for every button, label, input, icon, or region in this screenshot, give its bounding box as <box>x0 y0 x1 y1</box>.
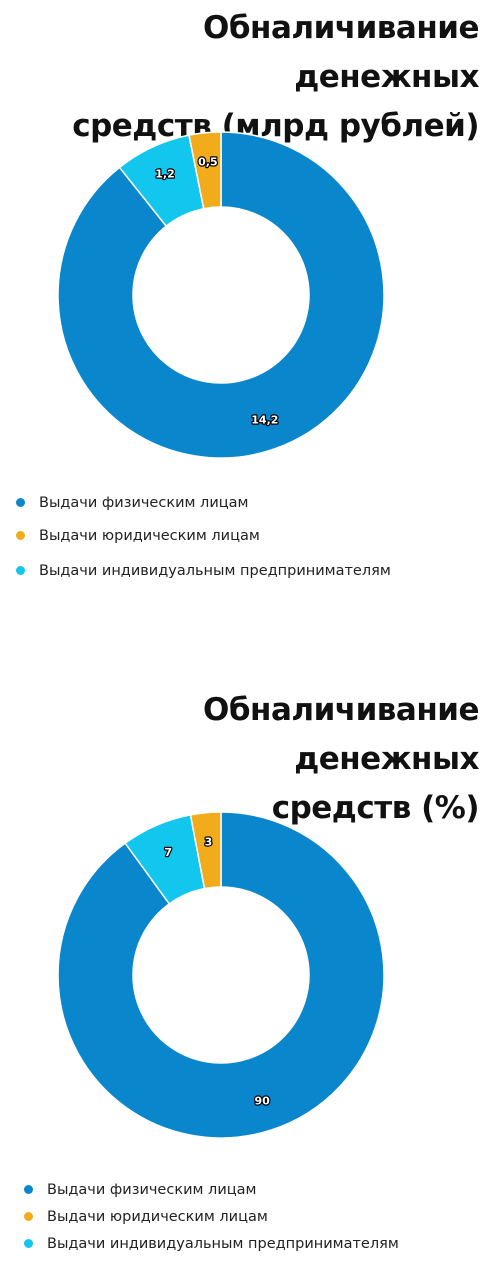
chart-title-money: Обналичивание денежных средств (млрд руб… <box>9 4 479 151</box>
legend-item-physical: Выдачи физическим лицам <box>16 486 391 519</box>
legend-item-legal: Выдачи юридическим лицам <box>16 519 391 552</box>
chart-title-line: Обналичивание денежных <box>203 692 479 777</box>
slice-legal <box>188 131 222 210</box>
slice-label-legal: 0,5 <box>198 156 218 169</box>
legend-item-entrepreneurs: Выдачи индивидуальным предпринимателям <box>16 554 391 587</box>
legend-percent: Выдачи физическим лицам Выдачи юридическ… <box>24 1176 399 1257</box>
slice-label-entrepreneurs: 1,2 <box>155 167 175 180</box>
legend-item-entrepreneurs: Выдачи индивидуальным предпринимателям <box>24 1230 399 1257</box>
legend-label: Выдачи физическим лицам <box>39 494 249 511</box>
legend-label: Выдачи юридическим лицам <box>39 527 260 544</box>
legend-dot-icon <box>24 1212 33 1221</box>
donut-chart-money: 14,2 1,2 0,5 <box>57 131 385 459</box>
donut-chart-percent: 90 7 3 <box>57 811 385 1139</box>
chart-title-percent: Обналичивание денежных средств (%) <box>9 686 479 833</box>
slice-label-physical: 14,2 <box>251 414 278 427</box>
chart-title-line: средств (млрд рублей) <box>72 108 479 144</box>
slice-physical <box>57 811 385 1139</box>
legend-label: Выдачи физическим лицам <box>47 1181 257 1198</box>
legend-item-legal: Выдачи юридическим лицам <box>24 1203 399 1230</box>
legend-label: Выдачи индивидуальным предпринимателям <box>39 562 391 579</box>
slice-physical <box>57 131 385 459</box>
legend-dot-icon <box>24 1185 33 1194</box>
legend-label: Выдачи индивидуальным предпринимателям <box>47 1235 399 1252</box>
legend-dot-icon <box>16 531 25 540</box>
legend-label: Выдачи юридическим лицам <box>47 1208 268 1225</box>
legend-money: Выдачи физическим лицам Выдачи юридическ… <box>16 486 391 587</box>
slice-label-entrepreneurs: 7 <box>164 846 172 859</box>
slice-label-legal: 3 <box>205 836 213 849</box>
slice-label-physical: 90 <box>254 1094 270 1107</box>
legend-dot-icon <box>16 498 25 507</box>
slice-legal <box>189 811 222 890</box>
legend-dot-icon <box>16 566 25 575</box>
legend-item-physical: Выдачи физическим лицам <box>24 1176 399 1203</box>
legend-dot-icon <box>24 1239 33 1248</box>
chart-title-line: средств (%) <box>271 790 480 826</box>
chart-title-line: Обналичивание денежных <box>203 10 479 95</box>
